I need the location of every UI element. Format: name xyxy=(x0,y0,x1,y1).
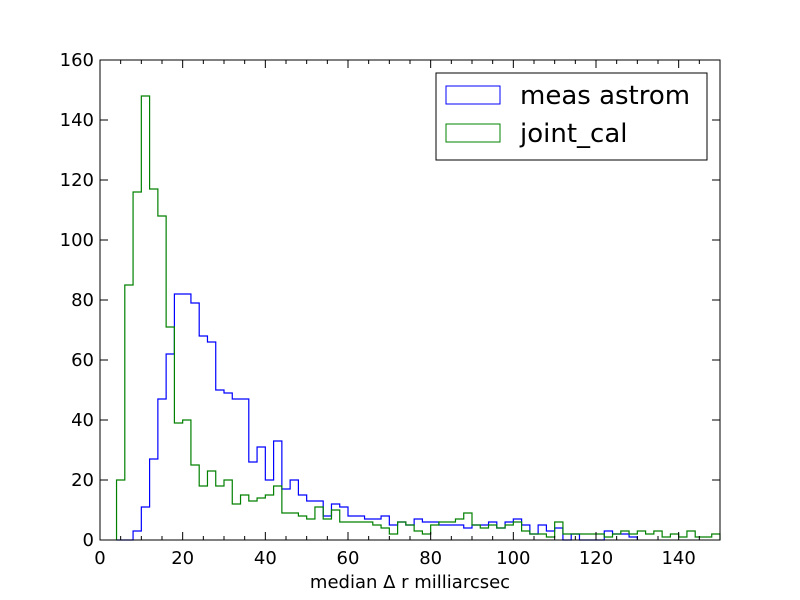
legend-swatch-meas-astrom xyxy=(445,85,501,105)
y-tick-label: 0 xyxy=(83,530,94,551)
x-tick-label: 80 xyxy=(419,548,442,569)
legend-swatch-joint-cal xyxy=(445,123,501,143)
y-tick-label: 40 xyxy=(71,410,94,431)
y-tick-label: 160 xyxy=(60,50,94,71)
y-tick-label: 140 xyxy=(60,110,94,131)
y-tick-label: 60 xyxy=(71,350,94,371)
x-tick-label: 20 xyxy=(171,548,194,569)
x-tick-label: 120 xyxy=(579,548,613,569)
x-tick-label: 0 xyxy=(94,548,105,569)
x-tick-label: 60 xyxy=(337,548,360,569)
x-axis-label: median Δ r milliarcsec xyxy=(310,572,510,593)
legend: meas astrom joint_cal xyxy=(435,72,708,161)
y-tick-label: 120 xyxy=(60,170,94,191)
y-tick-label: 100 xyxy=(60,230,94,251)
x-tick-label: 100 xyxy=(496,548,530,569)
y-tick-label: 20 xyxy=(71,470,94,491)
axis-ticks: 0 20 40 60 80 100 120 140 0 20 40 60 80 100 120 140 160 xyxy=(60,50,721,569)
legend-box xyxy=(435,72,708,161)
plot-area xyxy=(115,95,721,541)
series-outline-1 xyxy=(115,95,721,540)
series-outline-0 xyxy=(116,293,638,541)
legend-label-meas-astrom: meas astrom xyxy=(520,81,690,111)
x-tick-label: 140 xyxy=(661,548,695,569)
legend-label-joint-cal: joint_cal xyxy=(519,119,627,149)
y-tick-label: 80 xyxy=(71,290,94,311)
x-tick-label: 40 xyxy=(254,548,277,569)
